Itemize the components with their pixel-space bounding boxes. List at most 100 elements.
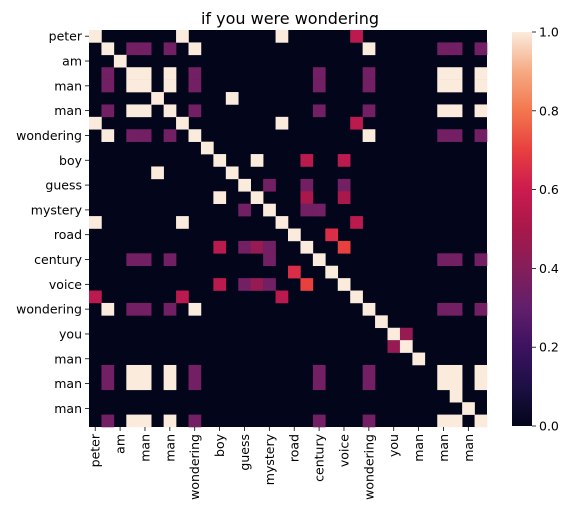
heatmap-cell — [449, 389, 463, 403]
heatmap-cell — [163, 129, 177, 142]
heatmap-cell — [250, 240, 264, 254]
heatmap-cell — [163, 104, 177, 118]
chart-title: if you were wondering — [201, 9, 379, 28]
colorbar-tick-label: 0.6 — [539, 182, 559, 197]
heatmap-cell — [399, 340, 413, 353]
heatmap-cell — [275, 216, 289, 229]
y-axis: peter am man man wondering boy guess mystery roa… — [16, 29, 89, 416]
heatmap-cell — [300, 203, 314, 217]
x-tick-label: wondering — [187, 434, 202, 500]
heatmap-cell — [337, 240, 351, 254]
y-tick-label: am — [62, 54, 82, 69]
heatmap-cell — [138, 364, 152, 378]
heatmap-cell — [225, 92, 239, 105]
heatmap-cell — [126, 302, 140, 316]
heatmap-cell — [101, 414, 115, 428]
heatmap-cell — [138, 42, 152, 56]
heatmap-cell — [437, 414, 450, 428]
heatmap-cell — [250, 154, 264, 167]
heatmap-cell — [163, 79, 177, 93]
heatmap-cell — [437, 67, 450, 80]
x-tick-label: voice — [336, 434, 351, 467]
heatmap-cell — [449, 42, 463, 56]
heatmap-cell — [337, 278, 351, 291]
heatmap-cell — [188, 377, 202, 391]
heatmap-cell — [312, 67, 326, 80]
x-tick-label: peter — [88, 433, 103, 467]
heatmap-cell — [449, 104, 463, 118]
heatmap-cell — [126, 42, 140, 56]
heatmap-cell — [375, 315, 388, 329]
heatmap-cell — [437, 42, 450, 56]
heatmap-cell — [188, 302, 202, 316]
heatmap-cell — [412, 352, 426, 366]
heatmap-cell — [387, 340, 401, 353]
heatmap-cell — [362, 302, 376, 316]
heatmap-cell — [238, 178, 251, 192]
heatmap-cell — [101, 67, 115, 80]
heatmap-cell — [163, 364, 177, 378]
heatmap-cell — [163, 253, 177, 267]
heatmap-cell — [188, 67, 202, 80]
heatmap-cell — [449, 67, 463, 80]
heatmap-cell — [474, 364, 488, 378]
heatmap-cell — [350, 216, 363, 229]
x-tick-label: boy — [212, 433, 227, 457]
heatmap-cell — [126, 414, 140, 428]
heatmap-cell — [250, 191, 264, 204]
heatmap-cell — [213, 191, 227, 204]
heatmap-cell — [126, 253, 140, 267]
heatmap-cell — [176, 290, 189, 304]
heatmap-cell — [449, 79, 463, 93]
x-tick-label: man — [461, 434, 476, 462]
heatmap-cell — [337, 191, 351, 204]
heatmap-cell — [163, 67, 177, 80]
heatmap-cell — [462, 402, 475, 415]
y-tick-label: wondering — [16, 302, 82, 317]
x-tick-label: man — [411, 434, 426, 462]
heatmap-cell — [449, 129, 463, 142]
heatmap-cell — [300, 178, 314, 192]
heatmap-cell — [449, 377, 463, 391]
heatmap-cell — [188, 104, 202, 118]
y-tick-label: wondering — [16, 128, 82, 143]
heatmap-cell — [188, 129, 202, 142]
heatmap-cell — [437, 302, 450, 316]
heatmap-cell — [350, 290, 363, 304]
heatmap-cell — [188, 364, 202, 378]
heatmap-cell — [101, 79, 115, 93]
heatmap-cell — [213, 240, 227, 254]
heatmap-cell — [437, 129, 450, 142]
heatmap-cell — [138, 104, 152, 118]
heatmap-cell — [213, 154, 227, 167]
heatmap-cell — [337, 154, 351, 167]
colorbar-tick-label: 0.8 — [539, 103, 559, 118]
heatmap-cell — [474, 414, 488, 428]
heatmap-cell — [138, 253, 152, 267]
y-tick-label: voice — [49, 277, 82, 292]
y-tick-label: you — [59, 326, 82, 341]
heatmap-cell — [437, 79, 450, 93]
heatmap-cell — [300, 240, 314, 254]
colorbar-tick-label: 1.0 — [539, 25, 559, 40]
heatmap-cell — [101, 364, 115, 378]
x-tick-label: wondering — [361, 434, 376, 500]
heatmap-cell — [437, 253, 450, 267]
heatmap-cell — [362, 67, 376, 80]
y-tick-label: boy — [59, 153, 83, 168]
heatmap-cell — [362, 104, 376, 118]
heatmap-cell — [138, 79, 152, 93]
heatmap-cell — [101, 42, 115, 56]
heatmap-cell — [263, 253, 276, 267]
y-tick-label: mystery — [31, 202, 83, 217]
heatmap-cell — [101, 104, 115, 118]
heatmap-cell — [151, 92, 164, 105]
heatmap-cell — [126, 79, 140, 93]
heatmap-cell — [176, 30, 189, 43]
heatmap-cell — [275, 116, 289, 130]
heatmap-cell — [288, 265, 301, 279]
heatmap-cell — [275, 30, 289, 43]
heatmap-cell — [362, 364, 376, 378]
heatmap-cell — [350, 30, 363, 43]
heatmap-cell — [101, 302, 115, 316]
